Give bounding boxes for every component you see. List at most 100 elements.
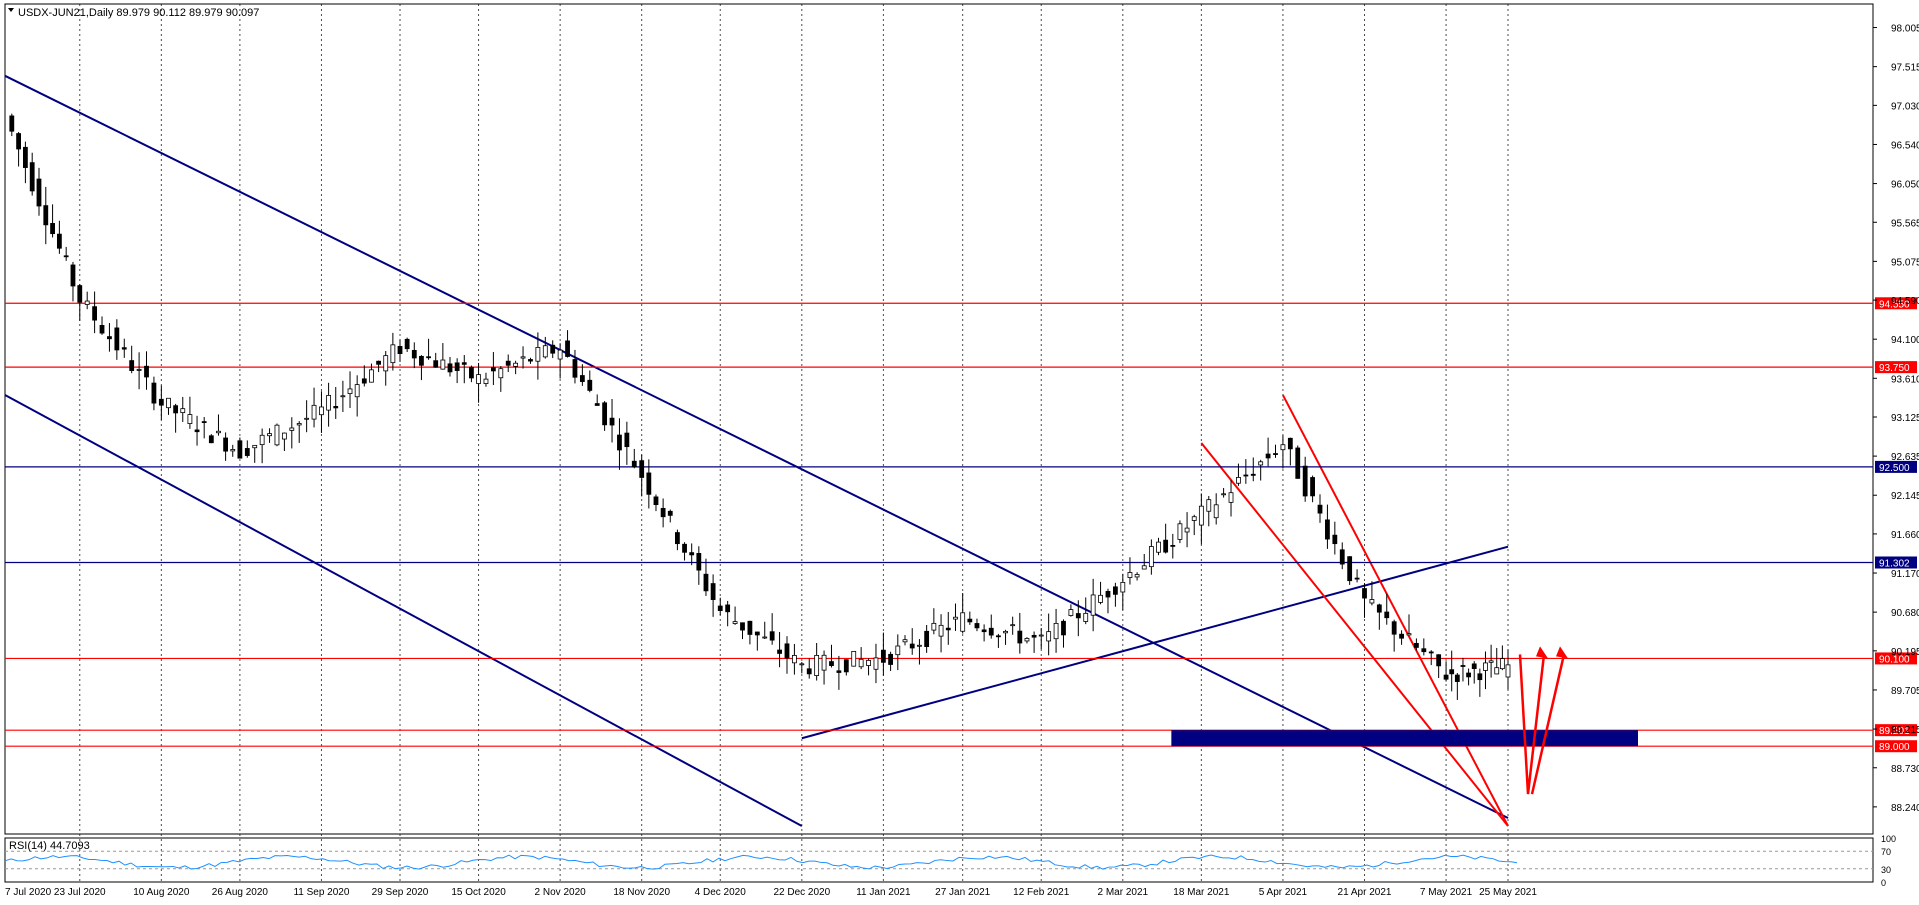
candle-body [347,388,353,394]
candle-body [1258,461,1264,466]
candle-body [1184,527,1190,533]
candle-body [953,616,958,620]
candle-body [1273,453,1278,455]
candle-body [792,655,797,664]
rsi-line [4,854,1518,870]
arrow-head [1536,646,1548,659]
candle-body [1061,620,1066,636]
candle-body [602,402,608,426]
candle-body [43,205,49,226]
candle-body [888,653,893,665]
candle-body [1505,664,1511,678]
candle-body [498,368,504,379]
candle-body [1083,612,1089,622]
candle-body [594,403,600,406]
candle-body [136,369,142,371]
y-tick-label: 98.005 [1891,24,1919,35]
level-badge-label: 89.000 [1879,742,1910,753]
candle-body [84,300,90,305]
candle-body [1317,504,1323,514]
x-date-label: 25 May 2021 [1479,887,1537,898]
candle-body [754,631,760,636]
candle-body [187,414,193,424]
candle-body [1177,523,1183,540]
candle-body [1090,594,1096,616]
candle-body [237,440,243,459]
level-badge [1875,740,1917,753]
candle-body [92,306,98,321]
candle-body [1399,633,1404,639]
candle-body [56,233,62,249]
support-zone [1171,730,1638,747]
candle-body [960,612,966,632]
candle-body [1302,465,1308,497]
candle-body [289,427,295,431]
rsi-frame [4,837,1874,883]
y-tick-label: 94.100 [1891,335,1919,346]
candle-body [639,460,645,478]
candle-body [1198,505,1204,526]
x-date-label: 18 Nov 2020 [613,887,670,898]
candle-body [223,437,229,452]
y-tick-label: 92.145 [1891,491,1919,502]
forecast-arrow [1518,654,1546,795]
candle-body [107,336,112,340]
candle-body [938,624,944,637]
candle-body [806,668,812,675]
candle-body [851,650,857,667]
rsi-panel: 100 70 30 0 [4,834,1896,888]
candle-body [144,365,149,378]
candle-body [880,649,886,663]
level-badge [1875,556,1917,569]
candle-body [974,623,980,629]
candle-body [390,344,396,364]
candle-body [340,395,346,398]
rsi-tick-label: 0 [1881,878,1886,888]
x-date-label: 2 Mar 2021 [1098,887,1149,898]
candle-body [1156,541,1161,553]
candle-body [814,655,820,676]
candle-body [326,395,332,411]
candle-body [208,435,214,444]
forecast-arrow [1530,654,1566,795]
candle-body [821,654,827,671]
candle-body [36,178,42,207]
candle-body [624,432,630,448]
candle-body [1384,611,1390,619]
candle-body [419,355,424,366]
candle-body [304,417,310,420]
candle-body [513,362,519,367]
candle-body [483,378,489,384]
candle-body [1477,673,1483,681]
x-date-label: 10 Aug 2020 [133,887,190,898]
candle-body [1325,519,1330,540]
candle-body [1295,447,1301,479]
candle-body [376,360,381,365]
candle-body [1127,572,1133,578]
trendline [4,74,1509,819]
level-badge-label: 94.550 [1879,299,1910,310]
trendline [801,545,1509,740]
rsi-tick-label: 100 [1881,834,1896,844]
chart-header: USDX-JUN21,Daily 89.979 90.112 89.979 90… [8,7,259,19]
candle-body [895,645,901,656]
candle-body [653,496,659,506]
candle-body [397,345,403,354]
dropdown-triangle-icon[interactable] [8,8,14,12]
x-date-label: 15 Oct 2020 [451,887,506,898]
candle-body [158,398,164,406]
candle-body [490,367,496,372]
rsi-tick-label: 70 [1881,847,1891,857]
candle-body [732,621,738,624]
candle-body [311,404,317,420]
candle-body [1414,642,1419,648]
candle-body [587,379,593,391]
level-badge [1875,652,1917,665]
candle-body [333,406,339,409]
rsi-header: RSI(14) 44.7093 [9,840,90,852]
candle-body [579,375,585,382]
candle-body [50,223,55,235]
